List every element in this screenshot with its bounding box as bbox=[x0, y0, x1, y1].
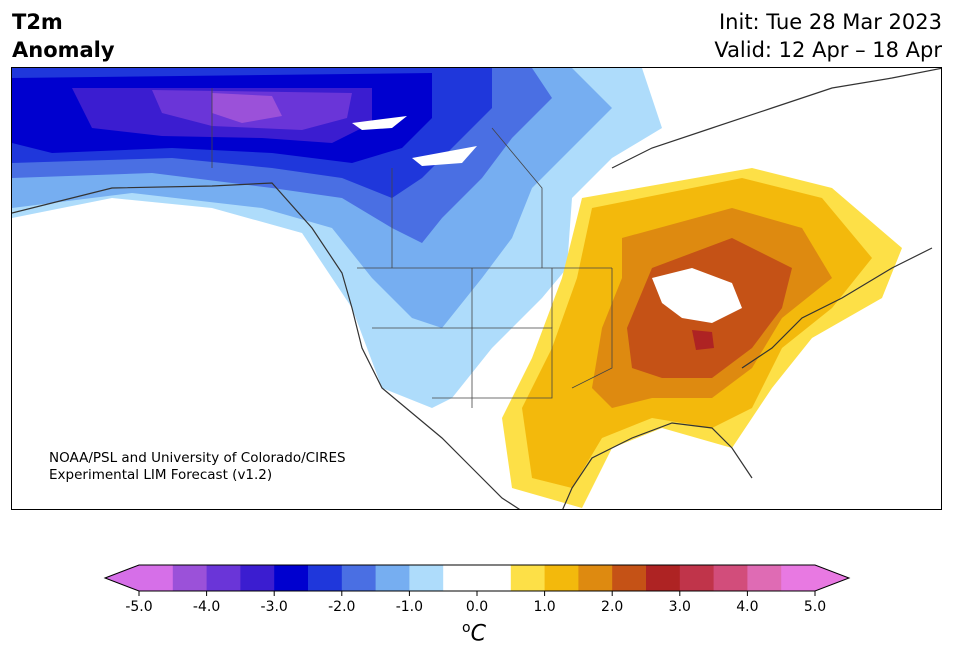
warm-anomaly-region bbox=[502, 168, 902, 508]
colorbar-segment bbox=[544, 565, 579, 591]
colorbar-unit: oC bbox=[462, 620, 486, 646]
colorbar-segment bbox=[713, 565, 748, 591]
political-borders bbox=[211, 88, 613, 408]
chart-title: T2m Anomaly bbox=[12, 8, 115, 64]
colorbar-tick-label: 2.0 bbox=[601, 599, 624, 615]
colorbar-segment bbox=[375, 565, 410, 591]
colorbar-segment bbox=[747, 565, 782, 591]
colorbar-under-arrow bbox=[105, 565, 139, 591]
colorbar-tick-label: -2.0 bbox=[328, 599, 356, 615]
credit-line-1: NOAA/PSL and University of Colorado/CIRE… bbox=[49, 450, 346, 466]
valid-range: Valid: 12 Apr – 18 Apr bbox=[714, 38, 942, 62]
colorbar-segment bbox=[510, 565, 546, 591]
cold-anomaly-region bbox=[12, 68, 662, 408]
forecast-dates: Init: Tue 28 Mar 2023 Valid: 12 Apr – 18… bbox=[714, 8, 942, 64]
coastlines bbox=[12, 68, 941, 509]
colorbar-segment bbox=[477, 565, 512, 591]
colorbar-tick-label: -3.0 bbox=[260, 599, 288, 615]
colorbar-segment bbox=[443, 565, 478, 591]
colorbar-tick-label: -1.0 bbox=[395, 599, 424, 615]
colorbar-segment bbox=[206, 565, 241, 591]
lakes bbox=[352, 116, 742, 323]
colorbar-segment bbox=[240, 565, 275, 591]
colorbar-segment bbox=[274, 565, 309, 591]
map-canvas bbox=[12, 68, 941, 509]
unit-superscript: o bbox=[462, 620, 471, 636]
colorbar-segment bbox=[172, 565, 208, 591]
colorbar-tick-label: -4.0 bbox=[192, 599, 221, 615]
colorbar-segment bbox=[139, 565, 174, 591]
init-date: Init: Tue 28 Mar 2023 bbox=[718, 10, 942, 34]
colorbar-tick-label: 5.0 bbox=[803, 599, 827, 615]
colorbar-segment bbox=[409, 565, 444, 591]
colorbar-tick-label: 4.0 bbox=[736, 599, 759, 615]
colorbar-segment bbox=[578, 565, 613, 591]
colorbar-segment bbox=[308, 565, 343, 591]
colorbar-ticks bbox=[138, 591, 816, 596]
anomaly-map bbox=[11, 67, 942, 510]
variable-name: T2m bbox=[12, 10, 63, 34]
variable-subtitle: Anomaly bbox=[12, 38, 115, 62]
colorbar-over-arrow bbox=[815, 565, 849, 591]
credit-line-2: Experimental LIM Forecast (v1.2) bbox=[49, 467, 273, 483]
unit-letter: C bbox=[470, 621, 486, 647]
colorbar-tick-label: -5.0 bbox=[125, 599, 153, 615]
credit-text: NOAA/PSL and University of Colorado/CIRE… bbox=[49, 450, 346, 484]
colorbar-tick-label: 3.0 bbox=[668, 599, 691, 615]
colorbar-tick-label: 1.0 bbox=[533, 599, 556, 615]
colorbar-segment bbox=[679, 565, 715, 591]
colorbar-segment bbox=[781, 565, 816, 591]
colorbar-segment bbox=[612, 565, 647, 591]
colorbar-tick-label: 0.0 bbox=[465, 599, 489, 615]
colorbar-segment bbox=[646, 565, 681, 591]
colorbar-segment bbox=[341, 565, 377, 591]
colorbar-segments bbox=[103, 564, 851, 592]
